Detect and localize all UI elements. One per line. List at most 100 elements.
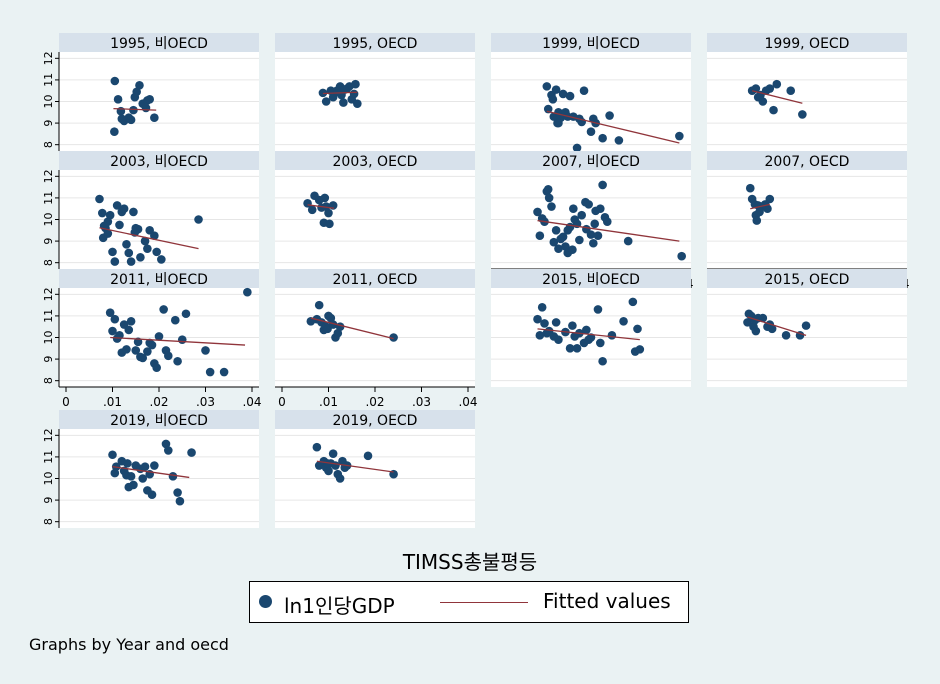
- data-point: [765, 84, 775, 93]
- data-point: [755, 207, 764, 217]
- data-point: [540, 319, 549, 328]
- data-point: [351, 79, 360, 89]
- data-point: [129, 480, 138, 490]
- data-point: [340, 85, 350, 94]
- fitted-line: [99, 227, 199, 250]
- data-point: [593, 231, 603, 240]
- fitted-line: [307, 204, 335, 209]
- data-point: [333, 87, 343, 97]
- y-tick-label: 8: [42, 377, 55, 384]
- data-point: [108, 247, 117, 257]
- y-tick-label: 12: [42, 287, 55, 301]
- data-point: [582, 325, 591, 335]
- x-tick-label: .03: [412, 395, 431, 409]
- data-point: [112, 201, 122, 210]
- data-point: [126, 317, 136, 326]
- data-point: [314, 300, 324, 310]
- panel-title-bar: [707, 269, 907, 288]
- panel-title: 2011, 비OECD: [110, 272, 208, 288]
- data-point: [589, 238, 598, 248]
- data-point: [607, 331, 617, 340]
- y-tick-label: 12: [42, 51, 55, 65]
- panel-title-bar: [59, 151, 259, 170]
- panel-title: 1999, OECD: [765, 36, 850, 52]
- data-point: [321, 97, 331, 106]
- panel-title: 2007, 비OECD: [542, 154, 640, 170]
- data-point: [535, 331, 545, 340]
- data-point: [177, 335, 187, 344]
- data-point: [598, 133, 607, 143]
- data-point: [187, 448, 196, 457]
- y-tick-label: 10: [42, 213, 55, 227]
- y-tick-label: 8: [42, 259, 55, 266]
- panel-title-bar: [275, 269, 475, 288]
- data-point: [152, 247, 161, 257]
- panel-title: 2003, OECD: [333, 154, 418, 170]
- panel-title-bar: [491, 151, 691, 170]
- data-point: [758, 313, 768, 323]
- data-point: [767, 324, 777, 334]
- data-point: [205, 367, 215, 377]
- data-point: [635, 345, 645, 354]
- panel-title-bar: [707, 33, 907, 52]
- data-point: [389, 333, 398, 342]
- data-point: [596, 338, 605, 348]
- data-point: [602, 217, 612, 226]
- fitted-line: [537, 328, 640, 341]
- data-point: [154, 332, 164, 341]
- data-point: [243, 287, 252, 297]
- x-tick-label: .01: [103, 395, 122, 409]
- data-point: [569, 204, 578, 214]
- data-point: [324, 311, 333, 321]
- y-tick-label: 9: [42, 356, 55, 363]
- fitted-line: [750, 203, 770, 210]
- data-point: [752, 216, 762, 225]
- data-point: [138, 353, 148, 363]
- data-point: [551, 318, 561, 327]
- data-point: [324, 466, 333, 476]
- data-point: [769, 105, 778, 115]
- data-point: [119, 204, 129, 214]
- data-point: [598, 356, 607, 366]
- data-point: [563, 225, 573, 235]
- data-point: [554, 335, 563, 344]
- data-point: [181, 309, 191, 319]
- data-point: [548, 95, 558, 104]
- data-point: [772, 79, 782, 89]
- panel-title-bar: [275, 410, 475, 429]
- x-axis-label: TIMSS총불평등: [402, 550, 537, 574]
- data-point: [113, 95, 123, 104]
- y-tick-label: 9: [42, 120, 55, 127]
- y-tick-label: 8: [42, 518, 55, 525]
- data-point: [110, 127, 119, 137]
- data-point: [325, 219, 334, 229]
- data-point: [339, 98, 348, 107]
- data-point: [586, 127, 596, 137]
- panel-title-bar: [275, 33, 475, 52]
- data-point: [328, 449, 338, 458]
- y-tick-label: 10: [42, 472, 55, 486]
- data-point: [596, 204, 605, 214]
- data-point: [95, 194, 104, 204]
- y-tick-label: 12: [42, 428, 55, 442]
- data-point: [561, 242, 570, 251]
- data-point: [110, 76, 120, 86]
- data-point: [542, 82, 552, 91]
- data-point: [164, 446, 173, 455]
- data-point: [589, 114, 598, 124]
- x-tick-label: .03: [196, 395, 215, 409]
- panel-title: 2019, 비OECD: [110, 413, 208, 429]
- data-point: [126, 257, 136, 266]
- data-point: [150, 113, 159, 122]
- fitted-line: [322, 91, 358, 95]
- fitted-line: [537, 219, 680, 242]
- data-point: [110, 468, 120, 478]
- data-point: [129, 105, 138, 115]
- data-point: [110, 257, 120, 266]
- data-point: [124, 248, 134, 258]
- data-point: [122, 345, 131, 354]
- panel-title: 1999, 비OECD: [542, 36, 640, 52]
- legend-label-points: ln1인당GDP: [284, 594, 395, 618]
- data-point: [333, 328, 343, 338]
- data-point: [131, 346, 141, 355]
